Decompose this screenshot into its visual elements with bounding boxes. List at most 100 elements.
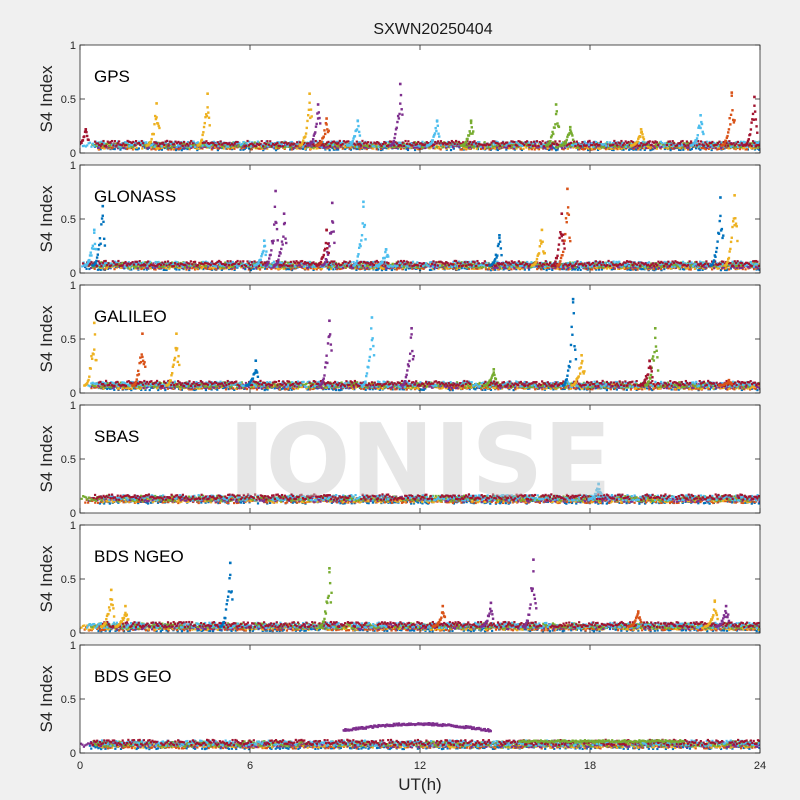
point: [459, 142, 462, 145]
point: [424, 143, 427, 146]
point: [541, 266, 544, 270]
point: [579, 145, 583, 148]
point: [418, 142, 421, 145]
point: [577, 142, 581, 145]
point: [751, 147, 754, 150]
point: [490, 143, 493, 146]
point: [534, 142, 537, 145]
point: [236, 140, 239, 144]
point: [685, 140, 688, 143]
point: [314, 139, 317, 143]
point: [729, 113, 733, 117]
y-tick-label: 0: [70, 148, 76, 160]
point: [85, 267, 88, 270]
point: [554, 149, 558, 152]
point: [396, 120, 399, 124]
point: [166, 264, 169, 267]
point: [363, 266, 366, 269]
point: [294, 143, 298, 146]
point: [168, 267, 171, 270]
point: [429, 146, 433, 149]
plot-area: [80, 45, 760, 153]
point: [192, 146, 196, 149]
point: [122, 142, 125, 145]
point: [373, 141, 376, 144]
point: [362, 146, 366, 149]
point: [555, 110, 559, 113]
point: [469, 132, 472, 135]
point: [527, 267, 530, 270]
point: [668, 266, 671, 269]
point: [758, 148, 760, 151]
point: [431, 267, 434, 270]
point: [208, 124, 211, 127]
point: [650, 143, 653, 147]
point: [729, 145, 732, 149]
point: [212, 142, 215, 145]
point: [187, 146, 190, 149]
point: [110, 147, 113, 150]
point: [158, 126, 161, 130]
point: [714, 143, 717, 147]
point: [546, 146, 549, 150]
point: [411, 144, 414, 147]
point: [607, 143, 611, 146]
point: [362, 142, 365, 145]
point: [132, 147, 135, 150]
point: [680, 140, 683, 143]
point: [352, 266, 355, 270]
point: [758, 140, 760, 143]
point: [525, 146, 528, 149]
point: [327, 146, 330, 149]
point: [105, 142, 108, 146]
point: [606, 144, 609, 147]
point: [675, 144, 679, 147]
point: [266, 145, 269, 148]
point: [338, 139, 341, 143]
point: [378, 143, 382, 146]
point: [257, 143, 260, 146]
point: [178, 144, 181, 147]
point: [467, 142, 470, 145]
point: [313, 145, 316, 148]
point: [620, 139, 623, 143]
point: [556, 146, 559, 149]
point: [319, 265, 322, 268]
point: [523, 266, 526, 269]
point: [620, 147, 623, 150]
point: [567, 268, 570, 271]
point: [551, 266, 554, 270]
point: [220, 143, 224, 146]
point: [655, 145, 659, 149]
point: [432, 135, 435, 138]
point: [700, 144, 703, 147]
point: [397, 141, 400, 144]
point: [174, 140, 177, 143]
point: [215, 144, 218, 147]
point: [340, 267, 343, 270]
point: [214, 141, 217, 145]
point: [179, 266, 182, 269]
point: [642, 141, 646, 144]
point: [274, 267, 277, 270]
point: [748, 145, 752, 149]
point: [213, 268, 216, 271]
point: [522, 147, 525, 150]
point: [200, 138, 204, 141]
point: [575, 143, 578, 146]
point: [647, 145, 650, 148]
point: [367, 145, 370, 149]
point: [751, 142, 754, 145]
point: [347, 145, 350, 148]
point: [676, 265, 679, 269]
point: [155, 144, 158, 147]
point: [422, 144, 426, 147]
point: [109, 267, 112, 270]
point: [496, 144, 499, 147]
point: [200, 267, 203, 270]
point: [114, 145, 117, 148]
point: [175, 268, 178, 271]
point: [105, 267, 109, 270]
point: [326, 266, 330, 269]
point: [627, 267, 631, 271]
